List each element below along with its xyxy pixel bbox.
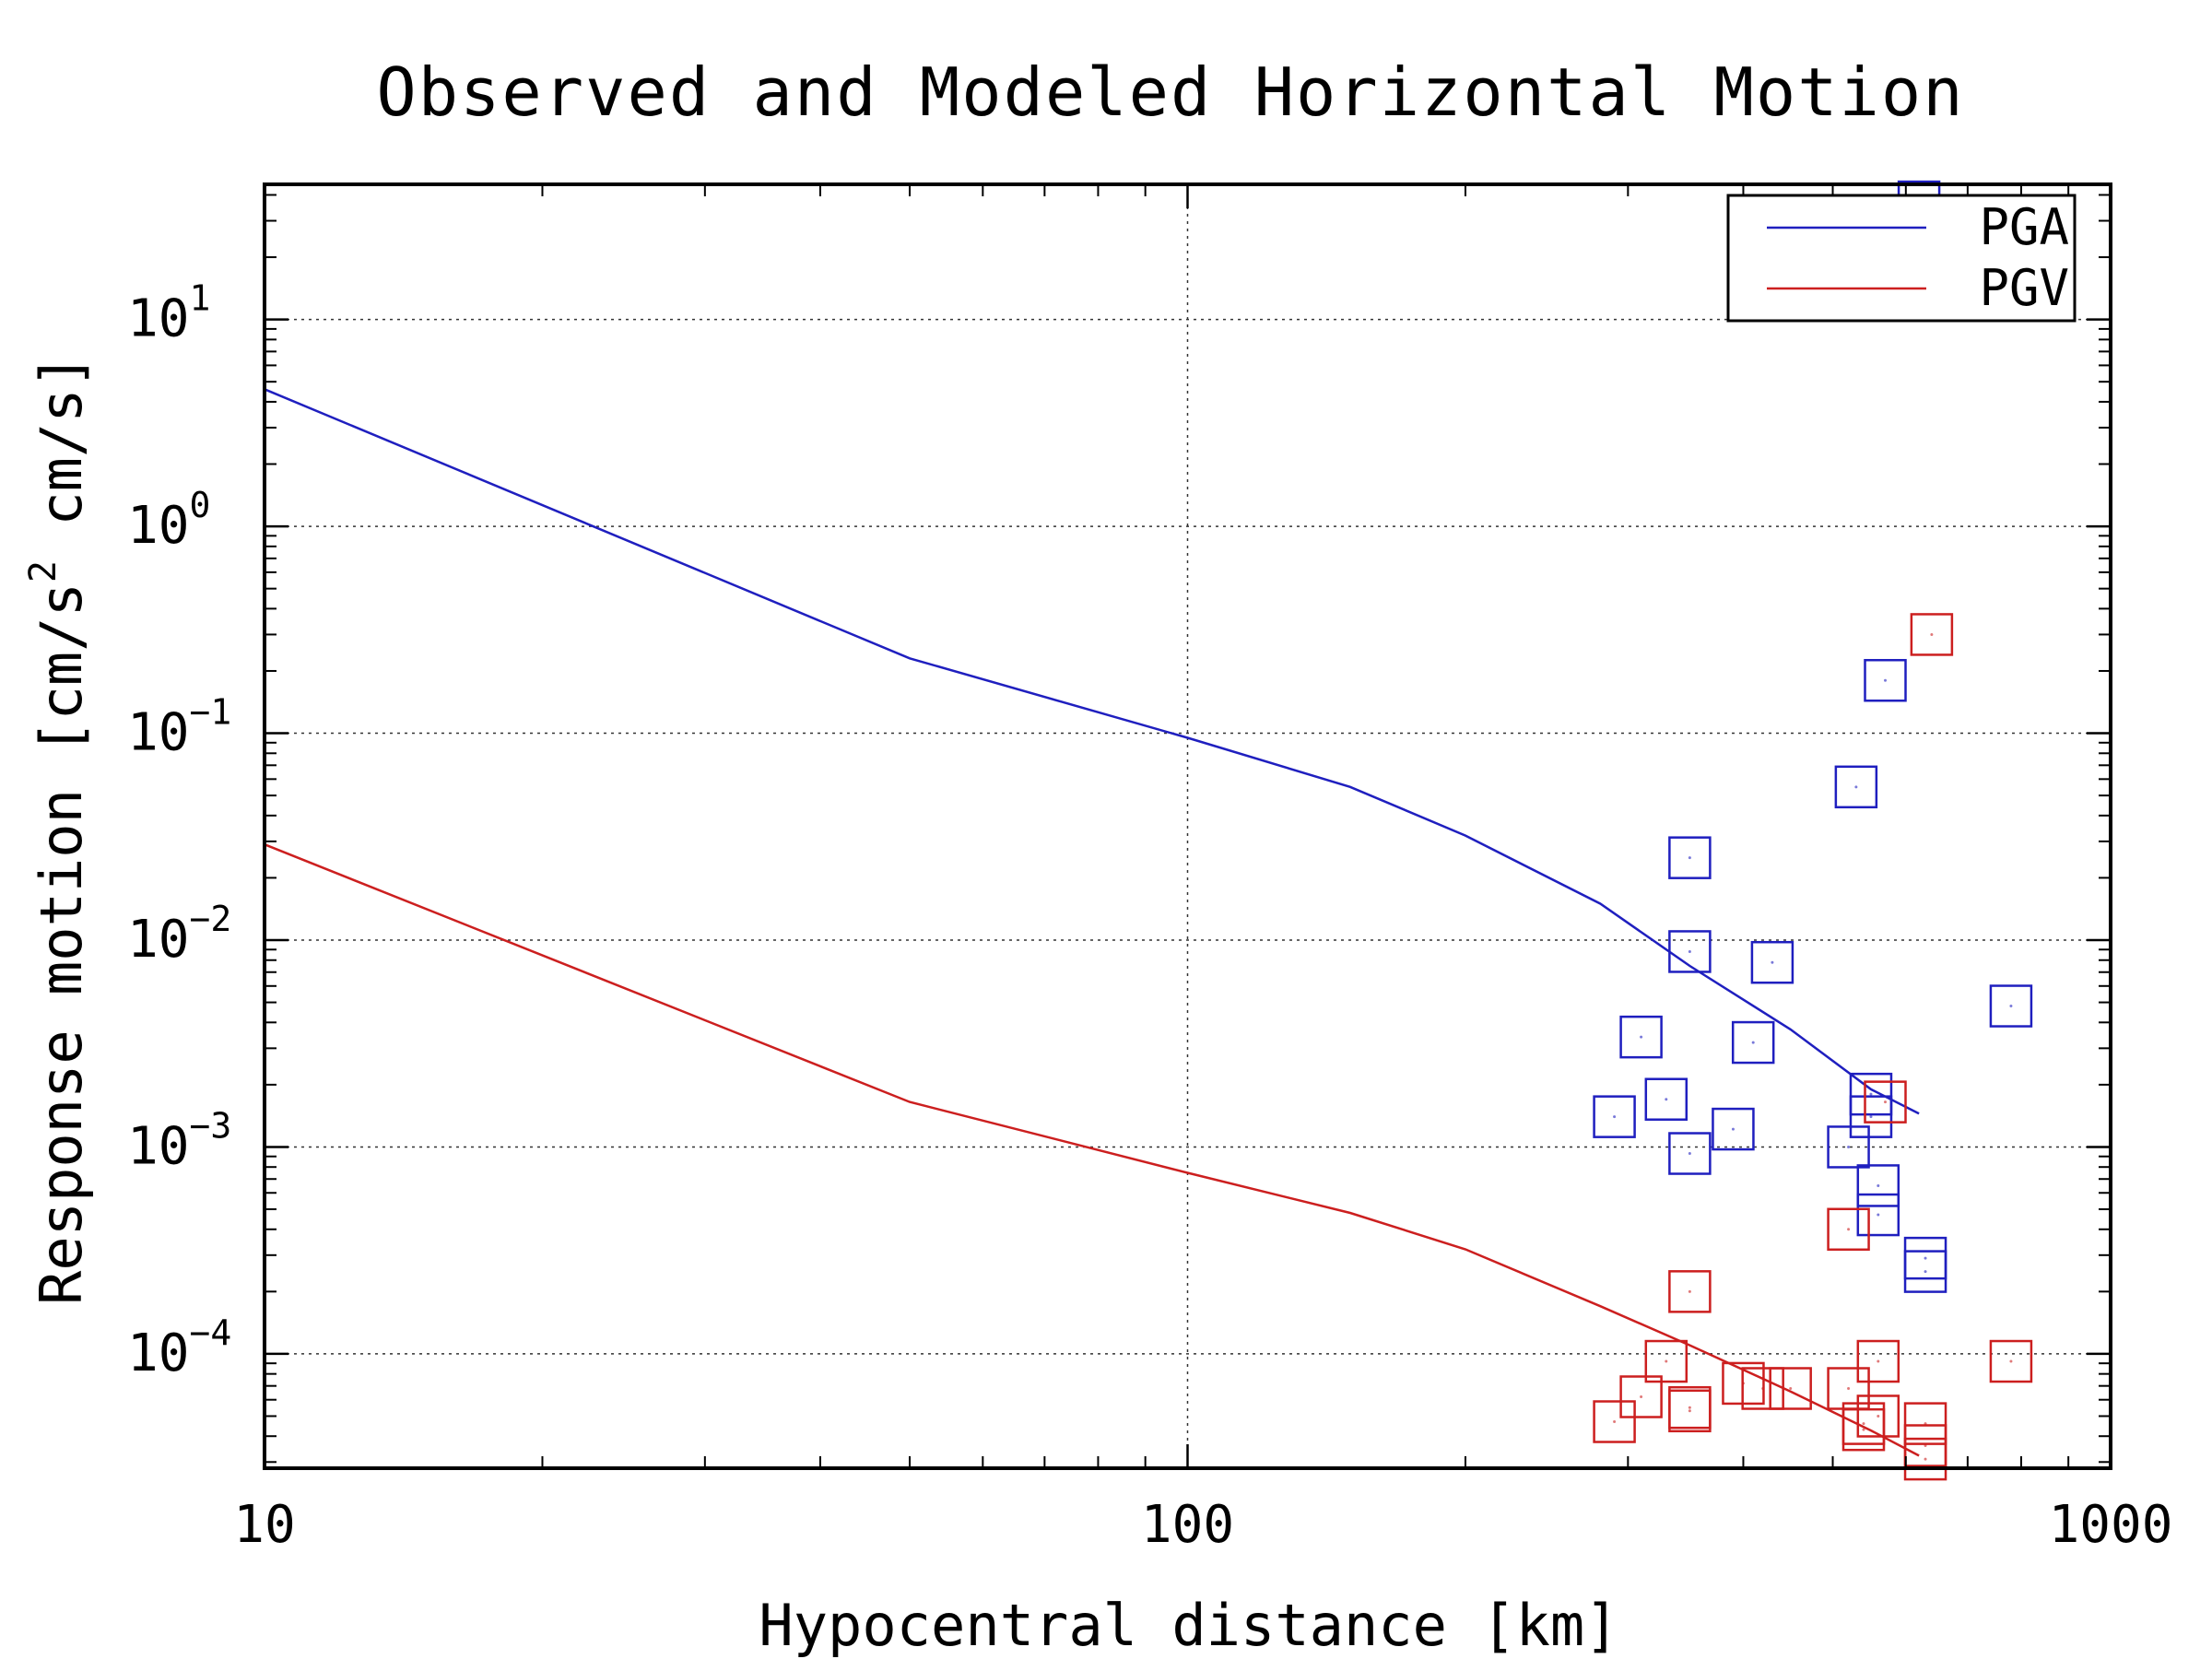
pga-point-center bbox=[1640, 1035, 1643, 1039]
pga-point-center bbox=[1877, 1183, 1880, 1187]
pga-point-center bbox=[1924, 1256, 1927, 1260]
pga-point-center bbox=[1688, 856, 1691, 860]
pgv-point-center bbox=[1789, 1387, 1793, 1391]
x-tick-label: 10 bbox=[233, 1495, 295, 1555]
legend: PGA PGV bbox=[1726, 194, 2077, 323]
pgv-model-line bbox=[264, 843, 1920, 1457]
y-tick-labels: 101 100 10−1 10−2 10−3 10−4 bbox=[127, 278, 231, 1383]
pgv-point-center bbox=[1688, 1406, 1691, 1409]
pga-point bbox=[1856, 1164, 1900, 1207]
pgv-point bbox=[1856, 1394, 1900, 1438]
pga-point-center bbox=[1665, 1098, 1668, 1101]
y-tick-label: 101 bbox=[127, 278, 210, 349]
pgv-point-center bbox=[1884, 1100, 1888, 1104]
plot-points bbox=[1593, 180, 2033, 1481]
pgv-point-center bbox=[1640, 1395, 1643, 1399]
gridlines bbox=[265, 184, 2111, 1468]
pgv-point-center bbox=[1930, 632, 1934, 636]
pgv-point bbox=[1841, 1407, 1886, 1452]
pga-model-line bbox=[264, 388, 1920, 1115]
pga-point-center bbox=[1924, 1270, 1927, 1274]
pga-point-center bbox=[1688, 949, 1691, 953]
pgv-point-center bbox=[1665, 1359, 1668, 1363]
pgv-point-center bbox=[1761, 1387, 1765, 1391]
chart-title: Observed and Modeled Horizontal Motion bbox=[376, 53, 1964, 131]
pgv-point-center bbox=[1862, 1422, 1865, 1426]
x-axis-label: Hypocentral distance [km] bbox=[759, 1592, 1618, 1659]
x-tick-labels: 10 100 1000 bbox=[233, 1495, 2172, 1555]
pga-point-center bbox=[1613, 1115, 1617, 1119]
pgv-point-center bbox=[1877, 1359, 1880, 1363]
x-tick-label: 1000 bbox=[2049, 1495, 2173, 1555]
legend-label-pga: PGA bbox=[1979, 198, 2069, 256]
pga-point bbox=[1593, 1095, 1636, 1138]
pgv-point bbox=[1864, 1080, 1907, 1124]
pgv-point-center bbox=[1924, 1457, 1927, 1461]
x-tick-label: 100 bbox=[1141, 1495, 1234, 1555]
pga-point-center bbox=[1884, 678, 1888, 682]
pgv-point-center bbox=[1847, 1228, 1851, 1231]
pgv-point bbox=[1668, 1389, 1712, 1433]
y-axis-label: Response motion [cm/s2 cm/s] bbox=[22, 354, 95, 1305]
pga-point bbox=[1668, 836, 1712, 879]
pga-point bbox=[1827, 1125, 1870, 1169]
y-tick-label: 100 bbox=[127, 485, 210, 556]
pga-point bbox=[1903, 1250, 1947, 1293]
pgv-point-center bbox=[1877, 1414, 1880, 1418]
y-tick-label: 10−2 bbox=[127, 899, 231, 970]
pgv-point-center bbox=[1847, 1387, 1851, 1391]
pgv-point bbox=[1910, 613, 1954, 656]
pga-point-center bbox=[1847, 1145, 1851, 1148]
pga-point bbox=[1849, 1072, 1893, 1116]
pgv-point bbox=[1769, 1367, 1812, 1410]
y-tick-label: 10−1 bbox=[127, 692, 231, 763]
pga-point bbox=[1619, 1015, 1663, 1059]
pga-point-center bbox=[1731, 1127, 1735, 1131]
pga-point bbox=[1668, 1132, 1712, 1175]
y-axis-label-superscript: 2 bbox=[22, 560, 65, 582]
pgv-point bbox=[1903, 1402, 1947, 1445]
pga-point bbox=[1644, 1077, 1688, 1121]
pga-point-center bbox=[1771, 960, 1774, 964]
pga-point-center bbox=[1877, 1213, 1880, 1217]
pgv-point bbox=[1668, 1270, 1712, 1313]
pga-point bbox=[1834, 765, 1878, 809]
pga-point bbox=[1849, 1095, 1893, 1138]
pgv-point-center bbox=[1613, 1420, 1617, 1424]
pgv-point bbox=[1619, 1375, 1663, 1418]
pga-point bbox=[1750, 940, 1794, 984]
pga-point-center bbox=[1869, 1092, 1873, 1096]
pgv-point-center bbox=[1924, 1444, 1927, 1448]
pgv-point bbox=[1593, 1400, 1636, 1443]
pga-point bbox=[1668, 930, 1712, 973]
pgv-point bbox=[1989, 1339, 2033, 1383]
pga-point bbox=[1989, 984, 2033, 1028]
pga-point-center bbox=[1751, 1041, 1755, 1044]
y-tick-label: 10−4 bbox=[127, 1312, 231, 1383]
pgv-point-center bbox=[1688, 1289, 1691, 1293]
axis-ticks bbox=[263, 184, 2112, 1468]
pgv-point bbox=[1644, 1339, 1688, 1383]
legend-label-pgv: PGV bbox=[1979, 259, 2069, 317]
y-tick-label: 10−3 bbox=[127, 1105, 231, 1176]
plot-lines bbox=[264, 388, 1920, 1457]
pga-point bbox=[1864, 658, 1907, 702]
pgv-point bbox=[1827, 1207, 1870, 1252]
pga-point bbox=[1731, 1020, 1775, 1065]
y-axis-label-unit: cm/s] bbox=[28, 354, 95, 560]
pga-point-center bbox=[1869, 1115, 1873, 1119]
pgv-point-center bbox=[1688, 1409, 1691, 1413]
pgv-point-center bbox=[1862, 1428, 1865, 1431]
pga-point-center bbox=[2009, 1005, 2013, 1008]
pgv-point-center bbox=[2009, 1359, 2013, 1363]
y-axis-label-main: Response motion [cm/s bbox=[28, 582, 95, 1305]
pgv-point bbox=[1856, 1339, 1900, 1383]
pga-point-center bbox=[1854, 785, 1858, 789]
legend-box bbox=[1726, 194, 2077, 323]
pga-point-center bbox=[1688, 1152, 1691, 1156]
pgv-point bbox=[1741, 1367, 1784, 1410]
pga-point bbox=[1856, 1193, 1900, 1237]
pga-point bbox=[1712, 1107, 1755, 1151]
